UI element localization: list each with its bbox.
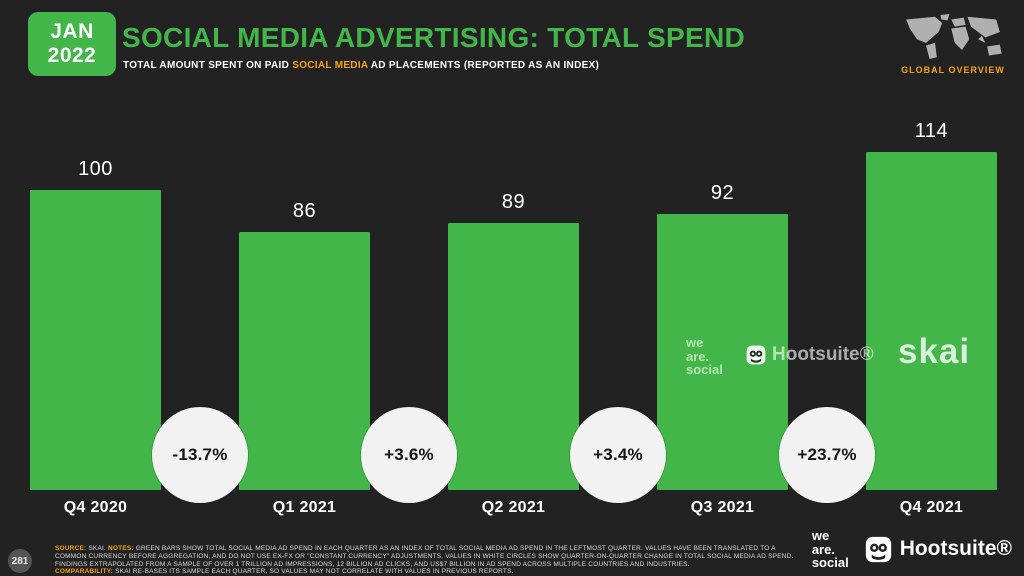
- page-number-badge: 281: [8, 549, 32, 573]
- bar-rect: [239, 232, 370, 490]
- footer-source-notes: SOURCE: SKAI. NOTES: GREEN BARS SHOW TOT…: [55, 545, 803, 568]
- watermark-was-line: social: [686, 362, 723, 378]
- notes-text: GREEN BARS SHOW TOTAL SOCIAL MEDIA AD SP…: [55, 545, 794, 568]
- bar-rect: [30, 190, 161, 490]
- bar-rect: [448, 223, 579, 490]
- subtitle-suffix: AD PLACEMENTS (REPORTED AS AN INDEX): [368, 60, 600, 71]
- watermark-was-line: are.: [686, 348, 710, 364]
- qoq-change-label: +3.6%: [384, 445, 434, 464]
- x-axis-label: Q2 2021: [481, 499, 546, 516]
- we-are-social-line: are.: [811, 541, 835, 557]
- region-block: GLOBAL OVERVIEW: [894, 12, 1012, 75]
- region-label: GLOBAL OVERVIEW: [901, 65, 1005, 75]
- qoq-change-badge: -13.7%: [152, 407, 248, 503]
- qoq-change-label: -13.7%: [172, 445, 228, 464]
- bar-column-q4-2021: 114 Q4 2021: [866, 120, 997, 516]
- bar-value-label: 92: [710, 182, 735, 204]
- x-axis-label: Q4 2021: [899, 499, 964, 516]
- bar-column-q3-2021: 92 Q3 2021: [657, 120, 788, 516]
- watermark-hootsuite: Hootsuite®: [746, 344, 874, 366]
- qoq-change-label: +23.7%: [797, 445, 857, 464]
- bar-column-q1-2021: 86 Q1 2021: [239, 120, 370, 516]
- bar-value-label: 114: [914, 120, 949, 142]
- subtitle-highlight: SOCIAL MEDIA: [292, 60, 369, 71]
- source-text: SKAI.: [86, 545, 109, 552]
- watermark-we-are-social: we are. social: [686, 336, 723, 377]
- we-are-social-line: social: [811, 554, 849, 570]
- page-title: SOCIAL MEDIA ADVERTISING: TOTAL SPEND: [122, 22, 745, 53]
- bar-value-label: 89: [501, 191, 526, 213]
- bar-value-label: 100: [78, 158, 113, 180]
- bar-rect: [657, 214, 788, 490]
- date-badge-month: JAN: [50, 20, 94, 44]
- date-badge-year: 2022: [47, 44, 97, 67]
- bar-column-q2-2021: 89 Q2 2021: [448, 120, 579, 516]
- x-axis-label: Q4 2020: [63, 499, 128, 516]
- we-are-social-line: we: [811, 528, 830, 544]
- bar-chart: 100 Q4 2020 86 Q1 2021 89 Q2 2021 92 Q3 2021 114…: [30, 120, 997, 516]
- bar-column-q4-2020: 100 Q4 2020: [30, 120, 161, 516]
- comparability-text: SKAI RE-BASES ITS SAMPLE EACH QUARTER, S…: [113, 568, 514, 576]
- hootsuite-logo: Hootsuite®: [865, 536, 1012, 563]
- notes-label: NOTES:: [108, 545, 134, 552]
- subtitle-prefix: TOTAL AMOUNT SPENT ON PAID: [123, 60, 293, 71]
- watermark-was-line: we: [686, 335, 704, 350]
- footer-notes: SOURCE: SKAI. NOTES: GREEN BARS SHOW TOT…: [55, 545, 803, 576]
- qoq-change-badge: +23.7%: [779, 407, 875, 503]
- bar-rect: [866, 152, 997, 490]
- date-badge: JAN 2022: [28, 12, 116, 76]
- footer-comparability: COMPARABILITY: SKAI RE-BASES ITS SAMPLE …: [55, 568, 803, 576]
- brand-logos: we are. social Hootsuite®: [812, 529, 1012, 569]
- watermark-skai: skai: [898, 332, 971, 371]
- source-label: SOURCE:: [55, 545, 87, 552]
- watermark-hootsuite-wordmark: Hootsuite®: [772, 344, 874, 365]
- bar-value-label: 86: [292, 200, 317, 222]
- page-subtitle: TOTAL AMOUNT SPENT ON PAID SOCIAL MEDIA …: [123, 60, 599, 71]
- comparability-label: COMPARABILITY:: [55, 568, 114, 576]
- qoq-change-badge: +3.4%: [570, 407, 666, 503]
- x-axis-label: Q3 2021: [690, 499, 755, 516]
- we-are-social-logo: we are. social: [812, 529, 849, 569]
- hootsuite-wordmark: Hootsuite®: [899, 537, 1012, 561]
- x-axis-label: Q1 2021: [272, 499, 337, 516]
- qoq-change-label: +3.4%: [593, 445, 643, 464]
- world-map-icon: [906, 14, 1002, 60]
- qoq-change-badge: +3.6%: [361, 407, 457, 503]
- hootsuite-owl-icon: [865, 536, 891, 562]
- hootsuite-owl-icon: [746, 345, 766, 365]
